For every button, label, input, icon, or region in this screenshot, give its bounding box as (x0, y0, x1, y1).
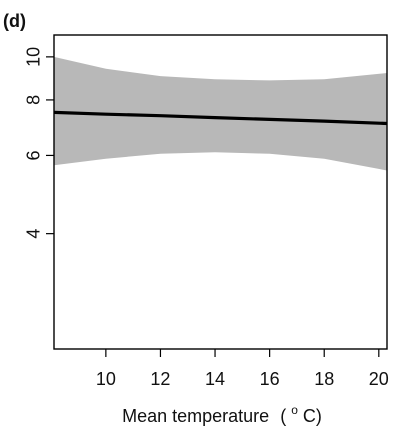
y-tick-label: 10 (24, 47, 44, 67)
panel-label: (d) (3, 11, 26, 31)
y-tick-label: 8 (24, 95, 44, 105)
y-axis: 4 6 8 10 (24, 47, 54, 239)
x-tick-label: 18 (314, 369, 334, 389)
confidence-band (54, 56, 387, 171)
x-tick-label: 14 (205, 369, 225, 389)
fitted-line-layer (53, 110, 388, 126)
y-tick-label: 6 (24, 150, 44, 160)
x-axis-label-text: Mean temperature (122, 406, 269, 426)
x-tick-label: 20 (369, 369, 389, 389)
x-axis: 10 12 14 16 18 20 (96, 349, 389, 389)
confidence-band-layer (54, 56, 387, 171)
x-axis-label: Mean temperature ( o C) (122, 398, 322, 426)
x-axis-label-degree: o (291, 403, 298, 417)
x-tick-label: 16 (260, 369, 280, 389)
x-axis-label-unit: C) (303, 406, 322, 426)
x-axis-label-open-paren: ( (280, 406, 286, 426)
x-tick-label: 10 (96, 369, 116, 389)
x-tick-label: 12 (150, 369, 170, 389)
fitted-line (53, 110, 388, 126)
y-tick-label: 4 (24, 229, 44, 239)
plot-frame (53, 34, 388, 350)
